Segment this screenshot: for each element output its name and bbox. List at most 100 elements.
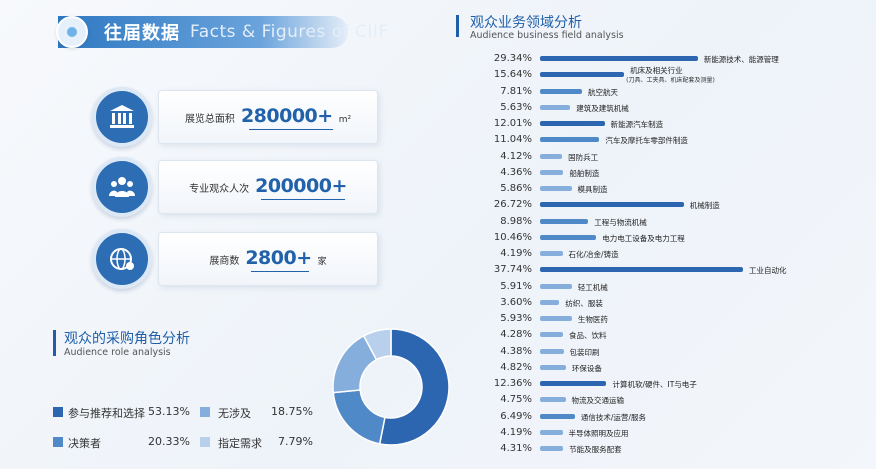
bar-category-label: 新能源技术、能源管理: [703, 55, 779, 64]
bar: [540, 251, 563, 256]
stat-value: 200000+: [255, 175, 347, 197]
bar-category-label: 建筑及建筑机械: [576, 103, 629, 113]
donut-chart: [332, 328, 450, 446]
stat-label: 展商数: [209, 256, 240, 267]
bar-value-label: 4.28%: [500, 329, 532, 341]
stat-underline: [251, 271, 309, 272]
bar-value-label: 12.01%: [493, 118, 532, 129]
bar-value-label: 11.04%: [493, 134, 532, 146]
bar: [540, 364, 566, 370]
legend-swatch: [53, 437, 63, 447]
bar: [540, 397, 566, 403]
globe-network-icon: [92, 229, 152, 289]
bar-category-label: 工程与物流机械: [594, 217, 647, 227]
bar-value-label: 4.12%: [500, 150, 532, 162]
bar-value-label: 6.49%: [500, 410, 532, 422]
bar: [540, 169, 564, 175]
bar-value-label: 3.60%: [500, 296, 532, 308]
field-section-title: 观众业务领域分析: [470, 15, 582, 31]
bar-value-label: 5.86%: [500, 183, 532, 194]
bar: [540, 446, 564, 451]
legend-value: 20.33%: [148, 435, 190, 448]
bar-category-note: (刀具、工夹具、机床配套及测量): [626, 77, 715, 85]
bar-value-label: 7.81%: [500, 85, 532, 97]
legend-swatch: [200, 407, 210, 417]
stat-underline: [249, 129, 333, 130]
bar: [540, 267, 743, 273]
bar: [540, 316, 572, 321]
bar: [540, 332, 564, 338]
stat-label: 展览总面积: [184, 114, 235, 125]
section-accent-bar: [456, 15, 459, 37]
bar-category-label: 包装印刷: [569, 347, 600, 357]
stat-unit: m²: [338, 115, 352, 125]
bar: [540, 299, 560, 305]
page-title: 往届数据: [104, 23, 180, 44]
bar: [540, 283, 572, 289]
bar-value-label: 37.74%: [493, 264, 532, 276]
stat-unit: 家: [317, 257, 327, 267]
bar-category-label: 机床及相关行业: [630, 66, 683, 76]
bar-value-label: 29.34%: [493, 53, 532, 64]
bar-value-label: 8.98%: [500, 215, 532, 227]
bar-category-label: 轻工机械: [577, 282, 608, 292]
stat-value: 280000+: [240, 105, 333, 127]
bar-category-label: 环保设备: [571, 363, 602, 373]
bar-value-label: 4.19%: [500, 248, 532, 259]
building-icon: [92, 87, 152, 147]
field-section-subtitle: Audience business field analysis: [470, 30, 624, 41]
legend-value: 18.75%: [271, 405, 313, 418]
bar-value-label: 5.91%: [500, 280, 532, 292]
bar: [540, 348, 564, 354]
legend-value: 53.13%: [148, 405, 190, 418]
bar: [540, 88, 582, 94]
bar: [540, 72, 625, 78]
bar-category-label: 生物医药: [577, 315, 608, 324]
bar-category-label: 船舶制造: [569, 168, 600, 178]
bar: [540, 121, 605, 126]
bar-category-label: 电力电工设备及电力工程: [602, 233, 685, 243]
header-banner: [58, 16, 348, 48]
section-accent-bar: [53, 330, 56, 356]
bar: [540, 429, 563, 435]
people-icon: [92, 157, 152, 217]
legend-swatch: [53, 407, 63, 417]
stat-card-exhibitors: 展商数 2800+ 家: [158, 232, 378, 286]
pie-slice: [332, 389, 386, 445]
bar-value-label: 4.38%: [500, 345, 532, 357]
stat-underline: [261, 199, 345, 200]
bar-category-label: 物流及交通运输: [571, 396, 625, 406]
bar-category-label: 模具制造: [577, 185, 608, 194]
legend-label: 参与推荐和选择: [68, 407, 145, 420]
role-section-subtitle: Audience role analysis: [64, 347, 171, 358]
bar-category-label: 通信技术/运营/服务: [580, 412, 646, 422]
bar: [540, 137, 600, 143]
role-section-title: 观众的采购角色分析: [64, 331, 190, 347]
stat-label: 专业观众人次: [189, 184, 250, 195]
bar: [540, 153, 563, 159]
bar: [540, 218, 589, 224]
bar-category-label: 纺织、服装: [565, 298, 603, 308]
legend-swatch: [200, 437, 210, 447]
bar-value-label: 4.36%: [500, 166, 532, 178]
stat-card-area: 展览总面积 280000+ m²: [158, 90, 378, 144]
bar-value-label: 15.64%: [493, 69, 532, 81]
bar: [540, 381, 607, 386]
bar-category-label: 航空航天: [588, 87, 618, 97]
bar-category-label: 机械制造: [689, 201, 720, 211]
header-dot-icon: [56, 16, 88, 48]
bar-category-label: 新能源汽车制造: [610, 120, 664, 129]
bar-category-label: 国防兵工: [568, 152, 599, 162]
page-subtitle: Facts & Figures of CIIF: [190, 22, 389, 42]
bar: [540, 104, 571, 110]
legend-label: 指定需求: [218, 437, 262, 450]
bar-category-label: 节能及服务配套: [569, 445, 622, 454]
bar-value-label: 5.63%: [500, 101, 532, 113]
bar-value-label: 4.19%: [500, 426, 532, 438]
bar: [540, 202, 684, 208]
bar-value-label: 5.93%: [500, 313, 532, 324]
bar-value-label: 4.82%: [500, 361, 532, 373]
bar-value-label: 26.72%: [493, 199, 532, 211]
bar-category-label: 汽车及摩托车零部件制造: [605, 136, 688, 146]
legend-value: 7.79%: [278, 435, 313, 448]
